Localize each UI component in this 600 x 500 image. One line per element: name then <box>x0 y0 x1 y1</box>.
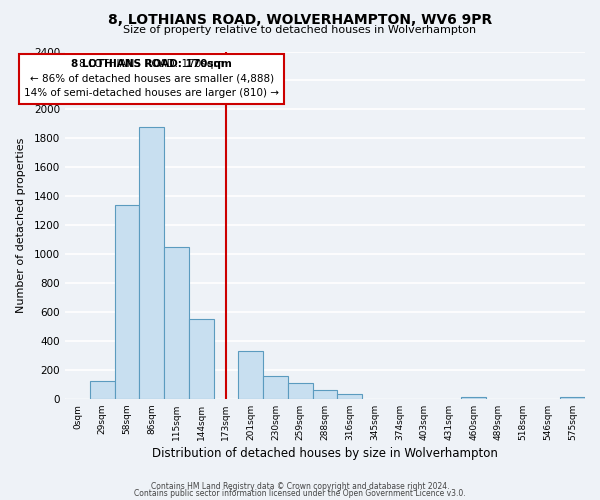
Bar <box>337 394 362 399</box>
Bar <box>288 383 313 399</box>
Text: 8 LOTHIANS ROAD: 170sqm
← 86% of detached houses are smaller (4,888)
14% of semi: 8 LOTHIANS ROAD: 170sqm ← 86% of detache… <box>24 58 279 98</box>
Bar <box>90 382 115 399</box>
Bar <box>189 319 214 399</box>
Bar <box>139 127 164 399</box>
Text: Contains HM Land Registry data © Crown copyright and database right 2024.: Contains HM Land Registry data © Crown c… <box>151 482 449 491</box>
Bar <box>263 376 288 399</box>
Bar <box>461 396 486 399</box>
Bar <box>164 247 189 399</box>
Bar <box>115 205 139 399</box>
Bar <box>238 351 263 399</box>
Text: 8 LOTHIANS ROAD: 170sqm: 8 LOTHIANS ROAD: 170sqm <box>71 58 232 68</box>
Text: Size of property relative to detached houses in Wolverhampton: Size of property relative to detached ho… <box>124 25 476 35</box>
Text: Contains public sector information licensed under the Open Government Licence v3: Contains public sector information licen… <box>134 490 466 498</box>
Text: 8, LOTHIANS ROAD, WOLVERHAMPTON, WV6 9PR: 8, LOTHIANS ROAD, WOLVERHAMPTON, WV6 9PR <box>108 12 492 26</box>
Bar <box>313 390 337 399</box>
Y-axis label: Number of detached properties: Number of detached properties <box>16 138 26 313</box>
X-axis label: Distribution of detached houses by size in Wolverhampton: Distribution of detached houses by size … <box>152 447 498 460</box>
Bar <box>560 396 585 399</box>
